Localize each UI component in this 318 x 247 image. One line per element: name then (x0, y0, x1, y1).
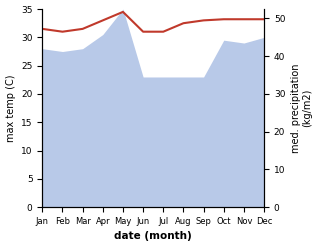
Y-axis label: max temp (C): max temp (C) (5, 74, 16, 142)
Y-axis label: med. precipitation
(kg/m2): med. precipitation (kg/m2) (291, 63, 313, 153)
X-axis label: date (month): date (month) (114, 231, 192, 242)
